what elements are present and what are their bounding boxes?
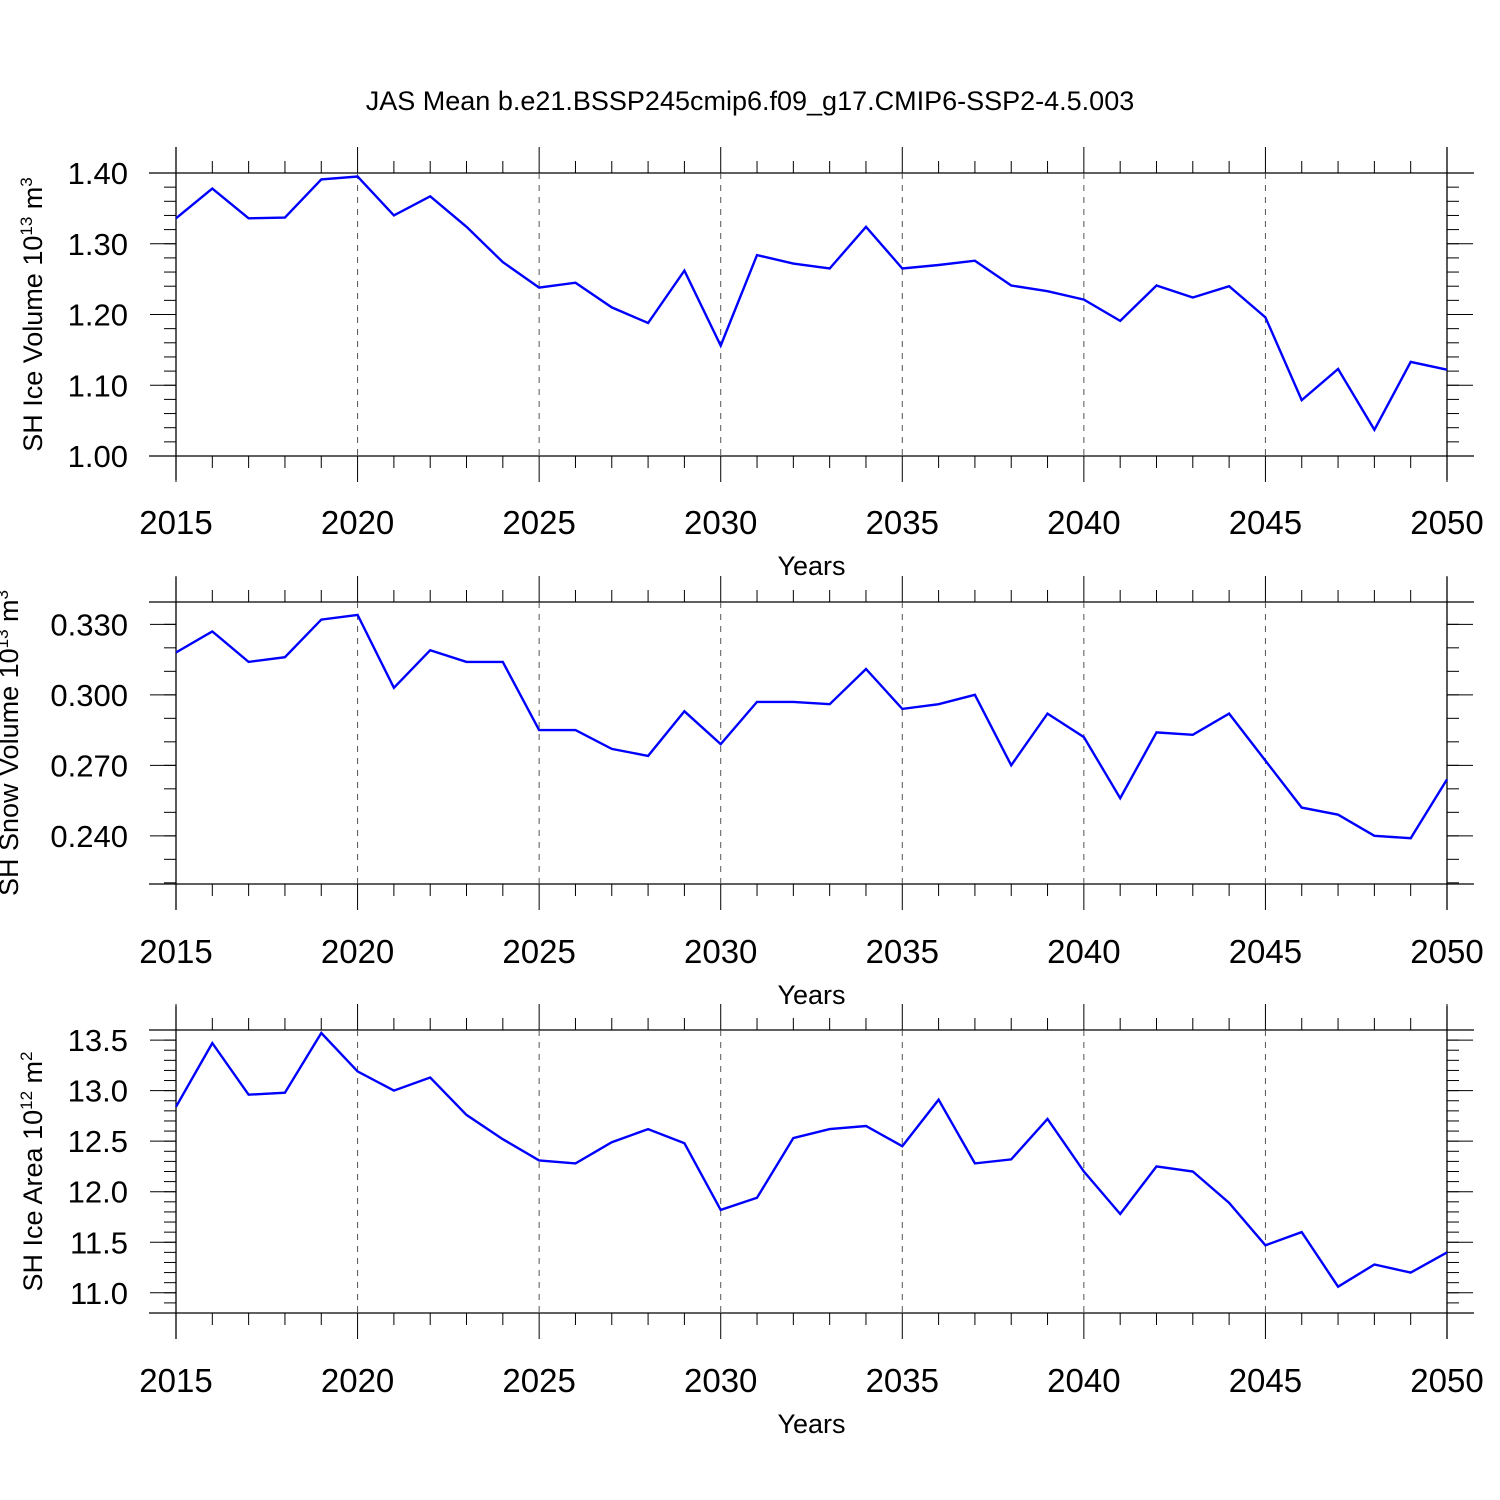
x-tick-label: 2050 (1410, 504, 1483, 541)
x-tick-label: 2035 (866, 504, 939, 541)
y-tick-label: 11.5 (70, 1225, 128, 1260)
y-axis-title-part: 13 (0, 629, 12, 648)
x-tick-label: 2050 (1410, 933, 1483, 970)
y-tick-label: 13.0 (68, 1074, 128, 1109)
y-axis-title-part: m (0, 599, 24, 629)
x-tick-label: 2035 (866, 933, 939, 970)
y-axis-title-part: m (18, 187, 48, 217)
series-line (175, 613, 1449, 840)
y-tick-label: 0.330 (50, 607, 128, 642)
y-axis-title: SH Snow Volume 1013 m3 (0, 590, 24, 896)
x-tick-label: 2045 (1229, 1362, 1302, 1399)
y-tick-label: 1.30 (68, 227, 128, 262)
y-axis-title-part: 10 (0, 648, 24, 686)
x-tick-label: 2045 (1229, 504, 1302, 541)
y-tick-label: 12.0 (68, 1175, 128, 1210)
y-tick-label: 0.300 (50, 678, 128, 713)
y-axis-title: SH Ice Volume 1013 m3 (17, 177, 48, 452)
x-tick-label: 2025 (502, 1362, 575, 1399)
x-tick-label: 2015 (139, 933, 212, 970)
y-axis-title-part: 2 (17, 1051, 36, 1060)
x-tick-label: 2050 (1410, 1362, 1483, 1399)
y-axis-title-part: 3 (0, 590, 12, 599)
x-tick-label: 2040 (1047, 504, 1120, 541)
y-axis-title-part: 3 (17, 177, 36, 186)
x-tick-label: 2025 (502, 933, 575, 970)
x-tick-label: 2015 (139, 504, 212, 541)
y-axis-title-part: 10 (18, 236, 48, 274)
y-axis-title-part: SH Snow Volume (0, 686, 24, 896)
y-axis-title-part: SH Ice Volume (18, 273, 48, 452)
x-tick-label: 2040 (1047, 1362, 1120, 1399)
x-tick-label: 2040 (1047, 933, 1120, 970)
y-tick-label: 12.5 (68, 1124, 128, 1159)
y-tick-label: 0.240 (50, 819, 128, 854)
panel-2: 2015 2020 2025 2030 2035 2040 2045 2050 Years 0.2… (0, 576, 1484, 1010)
x-tick-label: 2035 (866, 1362, 939, 1399)
panel-3: 2015 2020 2025 2030 2035 2040 2045 2050 Years 11.… (17, 1004, 1484, 1439)
x-tick-label: 2030 (684, 504, 757, 541)
x-tick-label: 2030 (684, 1362, 757, 1399)
y-tick-label: 1.10 (68, 368, 128, 403)
x-axis-title: Years (777, 980, 845, 1010)
y-axis-title-part: 13 (17, 217, 36, 236)
x-axis-title: Years (777, 551, 845, 581)
y-tick-label: 1.20 (68, 298, 128, 333)
y-tick-label: 1.40 (68, 156, 128, 191)
x-axis-title: Years (777, 1409, 845, 1439)
y-tick-label: 11.0 (70, 1276, 128, 1311)
y-axis-title-part: m (18, 1061, 48, 1091)
y-tick-label: 1.00 (68, 439, 128, 474)
x-tick-label: 2020 (321, 1362, 394, 1399)
series-line (175, 175, 1448, 433)
x-tick-label: 2020 (321, 933, 394, 970)
y-axis-title-part: 10 (18, 1110, 48, 1148)
y-tick-label: 0.270 (50, 748, 128, 783)
y-axis-title: SH Ice Area 1012 m2 (17, 1051, 48, 1291)
y-tick-label: 13.5 (68, 1023, 128, 1058)
panel-1: 2015 2020 2025 2030 2035 2040 2045 2050 Years 1.0… (17, 147, 1484, 581)
x-tick-label: 2030 (684, 933, 757, 970)
figure-title: JAS Mean b.e21.BSSP245cmip6.f09_g17.CMIP… (366, 86, 1134, 116)
y-axis-title-part: SH Ice Area (18, 1146, 48, 1291)
x-tick-label: 2045 (1229, 933, 1302, 970)
series-line (174, 1031, 1448, 1289)
y-axis-title-part: 12 (17, 1091, 36, 1110)
x-tick-label: 2020 (321, 504, 394, 541)
x-tick-label: 2015 (139, 1362, 212, 1399)
x-tick-label: 2025 (502, 504, 575, 541)
